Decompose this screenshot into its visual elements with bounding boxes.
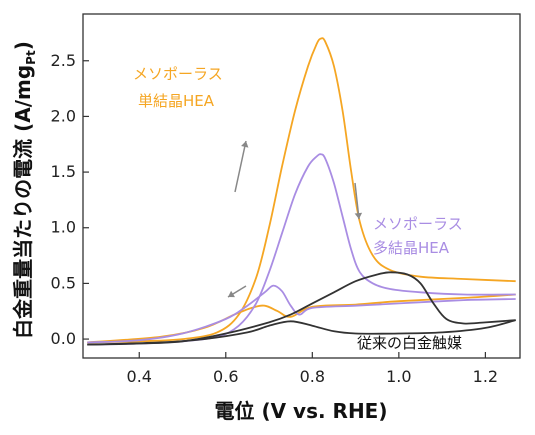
- arrow-down-head: [354, 212, 363, 219]
- annotation-poly-line1: メソポーラス: [373, 215, 463, 233]
- plot-frame: [82, 13, 521, 359]
- annotation-single-line2: 単結晶HEA: [138, 92, 215, 110]
- x-tick-label: 0.8: [300, 367, 325, 386]
- y-tick-label: 2.5: [51, 51, 76, 70]
- y-axis-label-main: 白金重量当たりの電流 (A/mg: [11, 65, 35, 339]
- y-axis-label-close: ): [11, 41, 35, 50]
- y-tick-label: 0.5: [51, 273, 76, 292]
- curve-conv-backward: [87, 319, 516, 346]
- y-tick-label: 1.5: [51, 162, 76, 181]
- arrow-layer: [227, 140, 363, 298]
- arrow-up-head: [241, 141, 249, 148]
- curve-conv-forward: [87, 271, 516, 346]
- x-tick-label: 0.6: [213, 367, 238, 386]
- x-tick-label: 0.4: [127, 367, 152, 386]
- curve-poly-backward: [87, 284, 516, 344]
- x-tick-label: 1.0: [386, 367, 411, 386]
- y-tick-label: 0.0: [51, 329, 76, 348]
- curve-layer: [87, 37, 516, 346]
- y-tick-label: 2.0: [51, 106, 76, 125]
- arrow-down-shaft: [354, 182, 360, 220]
- arrow-left-head: [228, 290, 235, 298]
- curve-single-forward: [87, 37, 516, 344]
- y-axis-label-sub: Pt: [24, 50, 38, 65]
- annotation-single-line1: メソポーラス: [133, 65, 223, 83]
- arrow-up-shaft: [234, 140, 247, 193]
- tick-layer: 0.4 0.6 0.8 1.0 1.2 0.0 0.5 1.0 1.5 2.0 2.5: [51, 51, 499, 386]
- x-axis-label: 電位 (V vs. RHE): [215, 399, 388, 423]
- curve-poly-forward: [87, 153, 516, 346]
- annotation-poly-line2: 多結晶HEA: [373, 239, 450, 257]
- x-tick-label: 1.2: [473, 367, 498, 386]
- y-tick-label: 1.0: [51, 218, 76, 237]
- annotation-conv: 従来の白金触媒: [357, 334, 462, 352]
- y-axis-label: 白金重量当たりの電流 (A/mgPt): [11, 41, 38, 339]
